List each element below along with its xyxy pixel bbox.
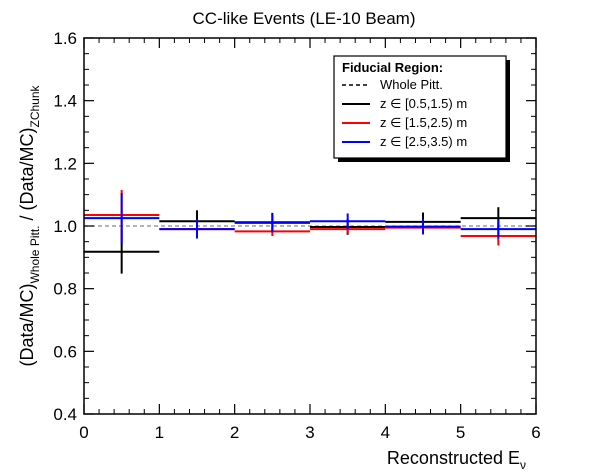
data-point: [310, 213, 386, 230]
y-tick-label: 1.2: [53, 154, 77, 173]
data-point: [460, 219, 536, 239]
y-label-sub1: Whole Pitt.: [28, 226, 42, 284]
chart-title: CC-like Events (LE-10 Beam): [193, 9, 416, 28]
y-tick-label: 0.6: [53, 342, 77, 361]
y-label-mid: / (Data/MC): [17, 127, 37, 225]
y-tick-label: 0.4: [53, 405, 77, 424]
y-tick-label: 1.6: [53, 29, 77, 48]
x-label-sub: ν: [520, 458, 526, 472]
y-axis-label: (Data/MC)Whole Pitt. / (Data/MC)ZChunk: [17, 84, 42, 366]
data-point: [159, 219, 235, 239]
y-label-sub2: ZChunk: [28, 84, 42, 127]
x-tick-label: 5: [456, 423, 465, 442]
x-tick-label: 0: [79, 423, 88, 442]
data-point: [234, 213, 310, 233]
x-tick-label: 1: [155, 423, 164, 442]
x-tick-label: 6: [531, 423, 540, 442]
legend-entry-label: z ∈ [0.5,1.5) m: [380, 96, 467, 111]
data-point: [385, 218, 461, 235]
svg-text:(Data/MC)Whole Pitt. / (Data/M: (Data/MC)Whole Pitt. / (Data/MC)ZChunk: [17, 84, 42, 366]
y-tick-label: 0.8: [53, 280, 77, 299]
x-tick-label: 4: [381, 423, 390, 442]
y-tick-label: 1.0: [53, 217, 77, 236]
x-label-text: Reconstructed E: [387, 448, 520, 468]
svg-text:Reconstructed Eν: Reconstructed Eν: [387, 448, 526, 472]
y-label-pre: (Data/MC): [17, 284, 37, 367]
plot-area: 0 1 2 3 4 5 6 0.4 0.6 0.8 1.0 1.2 1.4 1.6: [53, 29, 540, 442]
legend-entry-label: z ∈ [1.5,2.5) m: [380, 115, 467, 130]
x-axis-label: Reconstructed Eν: [387, 448, 526, 472]
x-tick-label: 3: [305, 423, 314, 442]
data-point: [84, 193, 160, 244]
legend-title: Fiducial Region:: [342, 60, 443, 75]
legend-box: [333, 55, 507, 159]
legend-entry-label: z ∈ [2.5,3.5) m: [380, 134, 467, 149]
legend-entry-label: Whole Pitt.: [380, 77, 443, 92]
legend: Fiducial Region: Whole Pitt. z ∈ [0.5,1.5)…: [333, 55, 510, 162]
x-tick-label: 2: [230, 423, 239, 442]
y-tick-label: 1.4: [53, 92, 77, 111]
